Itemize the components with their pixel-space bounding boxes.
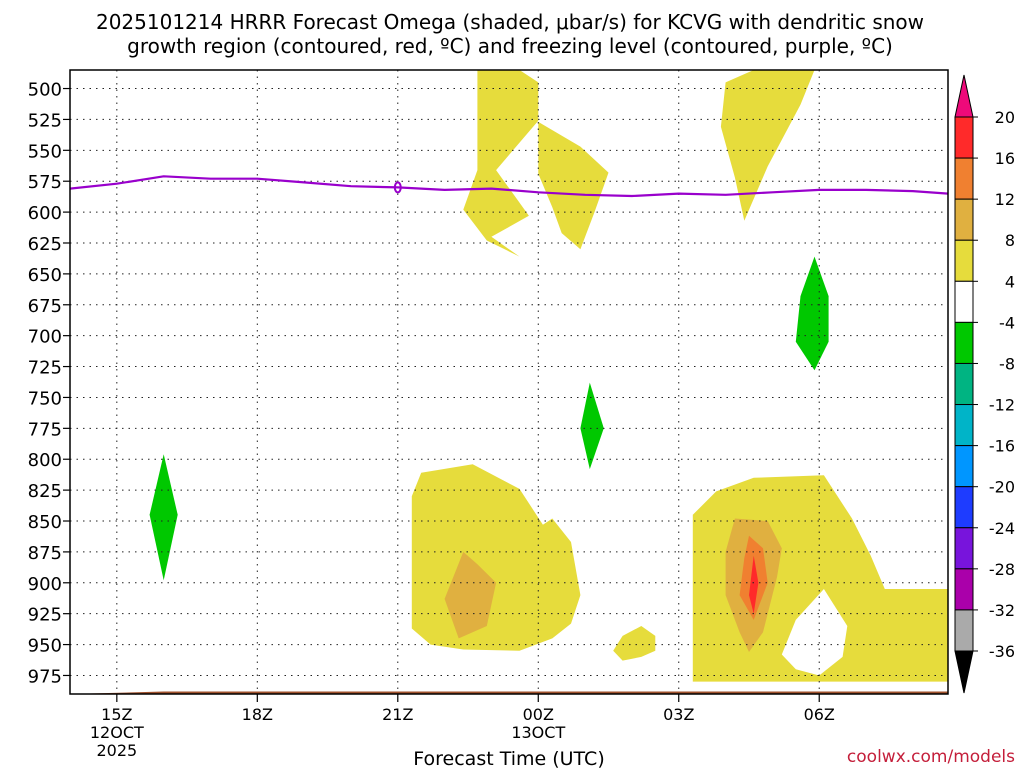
colorbar-label-11: -28 xyxy=(989,560,1015,579)
y-tick-label-800: 800 xyxy=(28,450,62,471)
omega-region-1 xyxy=(538,121,609,250)
y-tick-label-500: 500 xyxy=(28,80,62,101)
freezing-level-loop xyxy=(393,181,402,194)
y-tick-label-975: 975 xyxy=(28,666,62,687)
y-tick-label-700: 700 xyxy=(28,327,62,348)
chart-title-line-1: 2025101214 HRRR Forecast Omega (shaded, … xyxy=(96,10,924,34)
chart-title-line-2: growth region (contoured, red, ºC) and f… xyxy=(127,34,893,58)
y-tick-label-950: 950 xyxy=(28,636,62,657)
colorbar-swatch-2 xyxy=(954,198,974,241)
colorbar-label-7: -12 xyxy=(989,396,1015,415)
colorbar-swatch-11 xyxy=(954,568,974,611)
colorbar-swatch-0 xyxy=(954,116,974,159)
colorbar-label-12: -32 xyxy=(989,601,1015,620)
omega-region-12 xyxy=(795,256,829,371)
y-tick-label-850: 850 xyxy=(28,512,62,533)
y-tick-label-750: 750 xyxy=(28,388,62,409)
omega-region-9 xyxy=(749,555,759,614)
y-tick-label-900: 900 xyxy=(28,574,62,595)
colorbar-bottom-arrow xyxy=(954,650,974,694)
y-tick-label-775: 775 xyxy=(28,419,62,440)
y-tick-label-650: 650 xyxy=(28,265,62,286)
x-tick-sublabel-00Z: 13OCT xyxy=(511,723,565,742)
omega-region-4 xyxy=(613,626,656,661)
colorbar-swatch-8 xyxy=(954,445,974,488)
x-tick-sublabel2-15Z: 2025 xyxy=(96,741,137,760)
colorbar-swatch-1 xyxy=(954,157,974,200)
omega-region-0 xyxy=(463,70,539,257)
y-tick-label-625: 625 xyxy=(28,234,62,255)
x-tick-label-21Z: 21Z xyxy=(382,705,413,724)
colorbar-swatch-3 xyxy=(954,239,974,282)
colorbar-swatch-9 xyxy=(954,486,974,529)
freezing-level-layer xyxy=(69,175,949,198)
colorbar-label-3: 8 xyxy=(1005,231,1015,250)
omega-region-10 xyxy=(149,454,178,581)
x-tick-label-15Z: 15Z xyxy=(101,705,132,724)
colorbar-label-5: -4 xyxy=(999,313,1015,332)
plot-frame xyxy=(69,69,949,695)
colorbar-label-4: 4 xyxy=(1005,272,1015,291)
colorbar-swatch-4 xyxy=(954,280,974,323)
grid-layer xyxy=(70,70,948,694)
colorbar-swatch-12 xyxy=(954,609,974,652)
colorbar-swatch-7 xyxy=(954,404,974,447)
colorbar-label-13: -36 xyxy=(989,642,1015,661)
y-tick-label-525: 525 xyxy=(28,110,62,131)
y-tick-label-600: 600 xyxy=(28,203,62,224)
colorbar-label-6: -8 xyxy=(999,354,1015,373)
x-tick-label-18Z: 18Z xyxy=(242,705,273,724)
omega-region-11 xyxy=(580,382,604,470)
x-tick-label-00Z: 00Z xyxy=(523,705,554,724)
omega-region-13 xyxy=(781,589,848,676)
colorbar-label-8: -16 xyxy=(989,437,1015,456)
y-tick-label-825: 825 xyxy=(28,481,62,502)
freezing-level-line xyxy=(69,175,949,198)
y-tick-label-575: 575 xyxy=(28,172,62,193)
y-tick-label-550: 550 xyxy=(28,141,62,162)
x-axis-label: Forecast Time (UTC) xyxy=(413,748,604,768)
credit-link[interactable]: coolwx.com/models xyxy=(847,747,1015,767)
y-tick-label-725: 725 xyxy=(28,358,62,379)
colorbar-label-10: -24 xyxy=(989,519,1015,538)
omega-fill-layer xyxy=(70,70,948,694)
y-tick-label-925: 925 xyxy=(28,605,62,626)
y-tick-label-675: 675 xyxy=(28,296,62,317)
colorbar: 20 16 12 8 4 -4 -8 -12 -16 -20 -24 -28 -32 -36 xyxy=(954,74,1015,694)
x-tick-label-03Z: 03Z xyxy=(663,705,694,724)
colorbar-swatch-5 xyxy=(954,321,974,364)
colorbar-label-0: 20 xyxy=(995,108,1015,127)
omega-region-6 xyxy=(444,551,497,639)
y-axis: 500 525 550 575 600 625 650 675 700 725 750 775 800 8… xyxy=(28,80,70,687)
x-tick-sublabel-15Z: 12OCT xyxy=(90,723,144,742)
y-tick-label-875: 875 xyxy=(28,543,62,564)
x-tick-label-06Z: 06Z xyxy=(804,705,835,724)
colorbar-swatch-10 xyxy=(954,527,974,570)
omega-region-2 xyxy=(720,70,815,221)
colorbar-top-arrow xyxy=(954,74,974,118)
colorbar-label-1: 16 xyxy=(995,149,1015,168)
colorbar-swatch-6 xyxy=(954,362,974,406)
colorbar-label-9: -20 xyxy=(989,478,1015,497)
colorbar-label-2: 12 xyxy=(995,190,1015,209)
